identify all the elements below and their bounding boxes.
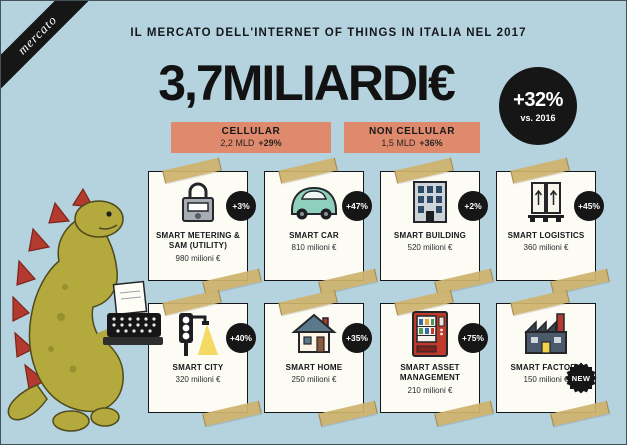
growth-badge: +47% — [342, 191, 372, 221]
total-amount: 3,7 — [158, 55, 224, 111]
tape-strip — [202, 400, 262, 427]
tape-strip — [550, 400, 610, 427]
total-growth-value: +32% — [513, 89, 563, 111]
growth-badge: +2% — [458, 191, 488, 221]
card-smart-home: +35% SMART HOME 250 milioni € — [264, 289, 378, 427]
card-title: SMART LOGISTICS — [507, 231, 585, 240]
card-title: SMART HOME — [285, 363, 343, 372]
card-smart-city: +40% SMART CITY 320 milioni € — [148, 289, 262, 427]
smart-meter-padlock-icon — [149, 176, 247, 228]
segment-label: NON CELLULAR — [368, 126, 456, 137]
card-smart-car: +47% SMART CAR 810 milioni € — [264, 157, 378, 295]
growth-badge: +40% — [226, 323, 256, 353]
card-title: SMART CITY — [172, 363, 224, 372]
traffic-light-icon — [149, 308, 247, 360]
card-value: 520 milioni € — [407, 243, 453, 253]
corner-ribbon: mercato — [1, 1, 98, 95]
logistics-boxes-icon — [497, 176, 595, 228]
card-title: SMART FACTORY — [510, 363, 582, 372]
total-unit: MILIARDI€ — [221, 55, 456, 111]
total-growth-badge: +32% vs. 2016 — [499, 67, 577, 145]
new-starburst-badge: NEW — [565, 362, 597, 394]
card-smart-building: +2% SMART BUILDING 520 milioni € — [380, 157, 494, 295]
card-title: SMART CAR — [289, 231, 339, 240]
dinosaur-illustration — [7, 187, 163, 432]
segment-non-cellular: NON CELLULAR 1,5 MLD +36% — [344, 122, 480, 153]
total-market-value: 3,7MILIARDI€ — [136, 57, 476, 110]
card-smart-factory: NEW SMART FACTORY 150 milioni € — [496, 289, 610, 427]
vending-machine-icon — [381, 308, 479, 360]
segment-value: 2,2 MLD +29% — [171, 138, 331, 148]
total-growth-period: vs. 2016 — [520, 113, 556, 123]
card-value: 980 milioni € — [175, 253, 221, 263]
house-icon — [265, 308, 363, 360]
page-title: IL MERCATO DELL'INTERNET OF THINGS IN IT… — [130, 27, 527, 39]
new-badge-label: NEW — [571, 373, 591, 383]
segment-cellular: CELLULAR 2,2 MLD +29% — [171, 122, 331, 153]
card-smart-asset-management: +75% SMART ASSET MANAGEMENT 210 milioni … — [380, 289, 494, 427]
growth-badge: +35% — [342, 323, 372, 353]
car-icon — [265, 176, 363, 228]
card-value: 150 milioni € — [523, 375, 569, 385]
card-value: 250 milioni € — [291, 375, 337, 385]
building-icon — [381, 176, 479, 228]
card-value: 810 milioni € — [291, 243, 337, 253]
segment-amount: 1,5 MLD — [381, 138, 416, 148]
card-title: SMART BUILDING — [393, 231, 467, 240]
segment-cards-grid: +3% SMART METERING & SAM (UTILITY) 980 m… — [148, 157, 610, 427]
card-title: SMART ASSET MANAGEMENT — [399, 363, 461, 383]
factory-icon — [497, 308, 595, 360]
growth-badge: +3% — [226, 191, 256, 221]
growth-badge: +75% — [458, 323, 488, 353]
tape-strip — [318, 400, 378, 427]
card-value: 320 milioni € — [175, 375, 221, 385]
segment-label: CELLULAR — [221, 126, 281, 137]
card-value: 210 milioni € — [407, 385, 453, 395]
tape-strip — [434, 400, 494, 427]
segment-bars: CELLULAR 2,2 MLD +29% NON CELLULAR 1,5 ML… — [171, 122, 480, 153]
growth-badge: +45% — [574, 191, 604, 221]
card-smart-logistics: +45% SMART LOGISTICS 360 milioni € — [496, 157, 610, 295]
segment-growth: +29% — [258, 138, 282, 148]
segment-value: 1,5 MLD +36% — [344, 138, 480, 148]
card-title: SMART METERING & SAM (UTILITY) — [155, 231, 241, 251]
card-value: 360 milioni € — [523, 243, 569, 253]
segment-growth: +36% — [419, 138, 443, 148]
card-smart-metering: +3% SMART METERING & SAM (UTILITY) 980 m… — [148, 157, 262, 295]
segment-amount: 2,2 MLD — [220, 138, 255, 148]
